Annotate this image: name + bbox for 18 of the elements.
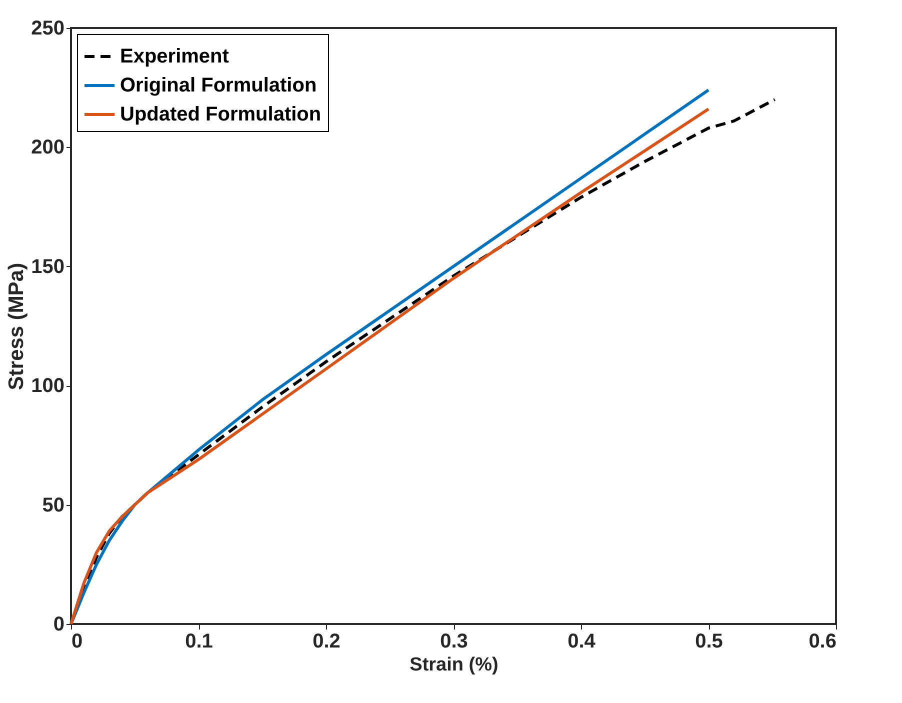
- y-tick-label: 0: [53, 614, 64, 636]
- x-axis-title: Strain (%): [410, 654, 498, 676]
- x-tick-label: 0.3: [440, 630, 468, 652]
- x-tick-label: 0.5: [695, 630, 723, 652]
- x-tick-label: 0: [72, 630, 83, 652]
- y-tick-label: 250: [31, 18, 64, 40]
- x-tick-label: 0.1: [185, 630, 213, 652]
- legend-label: Original Formulation: [120, 74, 317, 96]
- y-tick-label: 100: [31, 375, 64, 398]
- legend-label: Experiment: [120, 46, 230, 68]
- y-tick-label: 50: [42, 494, 64, 516]
- y-tick-label: 150: [31, 256, 64, 278]
- y-tick-label: 200: [31, 136, 64, 159]
- x-tick-label: 0.6: [808, 630, 836, 652]
- x-tick-label: 0.4: [568, 630, 596, 652]
- legend-label: Updated Formulation: [120, 104, 322, 126]
- x-tick-label: 0.2: [312, 630, 340, 652]
- y-axis-title: Stress (MPa): [5, 262, 28, 390]
